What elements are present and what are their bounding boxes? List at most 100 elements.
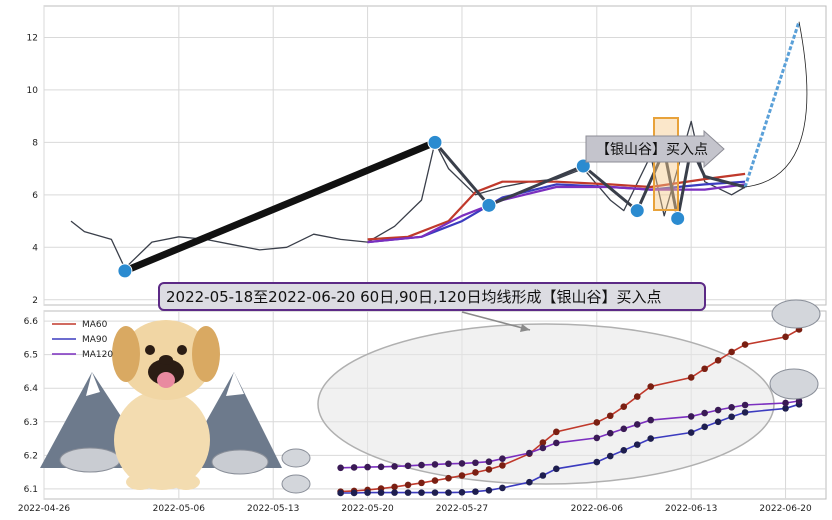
top-y-ticks: 2 4 6 8 10 12 (27, 33, 39, 305)
ma-point-ma90 (593, 458, 601, 466)
callout-arrow (585, 129, 725, 169)
ma-point-ma120 (472, 459, 479, 467)
ma-point-ma90 (391, 489, 398, 496)
ma-point-ma90 (714, 418, 722, 426)
ma-point-ma90 (472, 488, 479, 495)
banner-pointer (461, 311, 531, 331)
banner-box (158, 282, 706, 311)
top-y-tick-label: 12 (27, 33, 38, 43)
ma-line-ma120 (340, 400, 800, 469)
silver-ingot-icons (281, 299, 821, 494)
legend-label-ma120: MA120 (82, 350, 113, 360)
x-tick-label: 2022-05-13 (247, 504, 299, 514)
silver-ingot-right (211, 449, 269, 475)
x-tick-label: 2022-04-26 (18, 504, 71, 514)
dog-tongue (157, 372, 175, 388)
ma-point-ma90 (350, 489, 358, 497)
callout-text: 【银山谷】买入点 (596, 142, 708, 158)
dog-paw-right (172, 474, 200, 490)
silver-ingot-icon (281, 474, 311, 494)
ma-point-ma120 (445, 460, 452, 468)
ma-point-ma120 (458, 460, 466, 467)
bottom-series (337, 326, 803, 497)
bottom-y-tick-label: 6.4 (24, 384, 39, 394)
silver-ingot-icon (281, 448, 311, 468)
price-line (70, 120, 746, 269)
ma-point-ma120 (485, 458, 493, 466)
ma-point-ma60 (391, 483, 398, 491)
ma-point-ma60 (485, 466, 493, 473)
dog-eye-right (177, 345, 187, 355)
legend-label-ma60: MA60 (82, 320, 108, 330)
ma-point-ma120 (404, 462, 412, 470)
ma-point-ma90 (418, 489, 425, 496)
x-tick-label: 2022-06-06 (571, 504, 624, 514)
dog-eye-left (145, 345, 155, 355)
ma-point-ma120 (714, 406, 722, 414)
dog-paw-left (126, 474, 154, 490)
ma-point-ma60 (418, 479, 425, 487)
mountain-snow-right (226, 372, 244, 396)
ma-point-ma90 (485, 486, 493, 494)
ma-point-ma60 (741, 341, 749, 348)
ma-point-ma90 (526, 478, 533, 486)
ma-point-ma90 (499, 484, 506, 492)
ma-point-ma120 (593, 434, 601, 442)
ma-point-ma120 (620, 425, 628, 433)
ma-point-ma60 (687, 374, 695, 381)
ma-point-ma90 (337, 489, 344, 497)
ma-point-ma90 (458, 488, 466, 496)
ma-point-ma90 (445, 489, 452, 496)
projection-arc (745, 21, 808, 188)
ma-point-ma120 (526, 449, 533, 457)
top-y-tick-label: 10 (27, 86, 39, 96)
ma-point-ma60 (499, 462, 506, 469)
ma-point-ma90 (431, 489, 439, 496)
ma-point-ma120 (539, 444, 547, 452)
ma-point-ma90 (701, 423, 708, 431)
highlight-ellipse (317, 323, 775, 485)
ma-point-ma60 (445, 474, 452, 482)
x-tick-label: 2022-05-06 (153, 504, 206, 514)
ma-point-ma120 (728, 404, 735, 411)
ma-point-ma120 (701, 409, 708, 417)
legend-label-ma90: MA90 (82, 335, 108, 345)
ma-point-ma60 (404, 481, 412, 489)
ma-point-ma120 (364, 463, 371, 471)
ma-point-ma60 (472, 469, 479, 476)
ma-line-ma60 (340, 328, 800, 493)
mascot-illustration (40, 320, 282, 490)
trend-line (123, 139, 437, 275)
top-y-tick-label: 8 (32, 138, 38, 148)
pivot-marker (427, 134, 443, 150)
pivot-marker (117, 263, 133, 279)
ma-point-ma120 (350, 464, 358, 471)
buy-point-callout: 【银山谷】买入点 (585, 129, 725, 169)
summary-banner: 2022-05-18至2022-06-20 60日,90日,120日均线形成【银… (158, 282, 706, 332)
ma-point-ma120 (633, 421, 641, 428)
ma-point-ma120 (499, 455, 506, 463)
ma-line-ma120 (367, 183, 746, 244)
pivot-marker (670, 210, 686, 226)
bottom-y-tick-label: 6.5 (24, 351, 38, 361)
banner-pointer-head (520, 324, 530, 332)
ma-point-ma90 (647, 435, 655, 442)
ma-point-ma120 (741, 401, 749, 409)
legend: MA60 MA90 MA120 (52, 320, 113, 360)
top-y-tick-label: 6 (32, 191, 38, 201)
pivot-marker (629, 203, 645, 219)
ma-point-ma90 (553, 465, 560, 473)
ma-point-ma60 (714, 357, 722, 364)
bottom-y-ticks: 6.1 6.2 6.3 6.4 6.5 6.6 (24, 317, 39, 495)
bottom-y-tick-label: 6.2 (24, 451, 38, 461)
ma-point-ma60 (606, 412, 614, 420)
dog-ear-right (192, 326, 220, 382)
dog-body (114, 390, 210, 490)
ma-point-ma60 (539, 439, 547, 446)
ma-point-ma60 (553, 428, 560, 436)
ma-point-ma90 (741, 409, 749, 416)
silver-ingot-icon (771, 299, 821, 329)
x-ticks: 2022-04-26 2022-05-06 2022-05-13 2022-05-20… (18, 504, 812, 514)
ma-point-ma60 (593, 419, 601, 426)
